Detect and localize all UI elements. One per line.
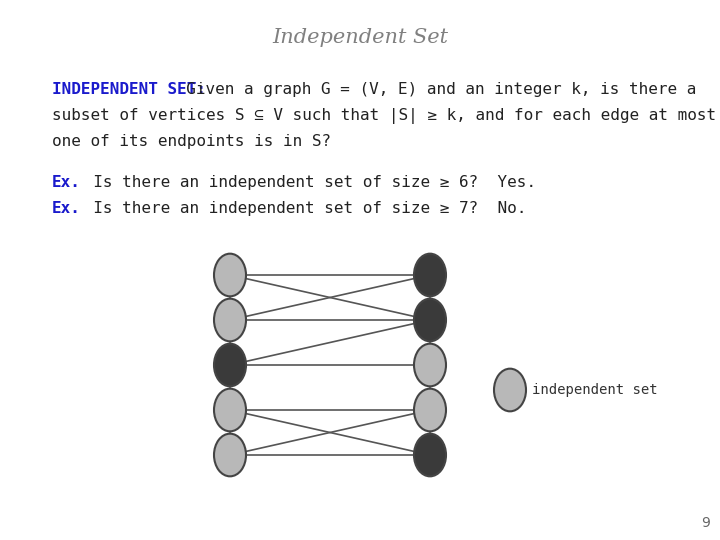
Ellipse shape	[414, 343, 446, 386]
Text: Given a graph G = (V, E) and an integer k, is there a: Given a graph G = (V, E) and an integer …	[167, 82, 696, 97]
Ellipse shape	[494, 369, 526, 411]
Text: Is there an independent set of size ≥ 6?  Yes.: Is there an independent set of size ≥ 6?…	[73, 175, 536, 190]
Text: independent set: independent set	[532, 383, 657, 397]
Ellipse shape	[214, 254, 246, 296]
Ellipse shape	[414, 434, 446, 476]
Text: subset of vertices S ⊆ V such that |S| ≥ k, and for each edge at most: subset of vertices S ⊆ V such that |S| ≥…	[52, 108, 716, 124]
Text: INDEPENDENT SET:: INDEPENDENT SET:	[52, 82, 206, 97]
Ellipse shape	[214, 343, 246, 386]
Text: Is there an independent set of size ≥ 7?  No.: Is there an independent set of size ≥ 7?…	[73, 201, 526, 216]
Text: Ex.: Ex.	[52, 201, 81, 216]
Ellipse shape	[214, 299, 246, 341]
Ellipse shape	[214, 434, 246, 476]
Ellipse shape	[414, 299, 446, 341]
Text: one of its endpoints is in S?: one of its endpoints is in S?	[52, 134, 331, 149]
Text: 9: 9	[701, 516, 710, 530]
Text: Ex.: Ex.	[52, 175, 81, 190]
Ellipse shape	[214, 389, 246, 431]
Ellipse shape	[414, 389, 446, 431]
Text: Independent Set: Independent Set	[272, 28, 448, 47]
Ellipse shape	[414, 254, 446, 296]
